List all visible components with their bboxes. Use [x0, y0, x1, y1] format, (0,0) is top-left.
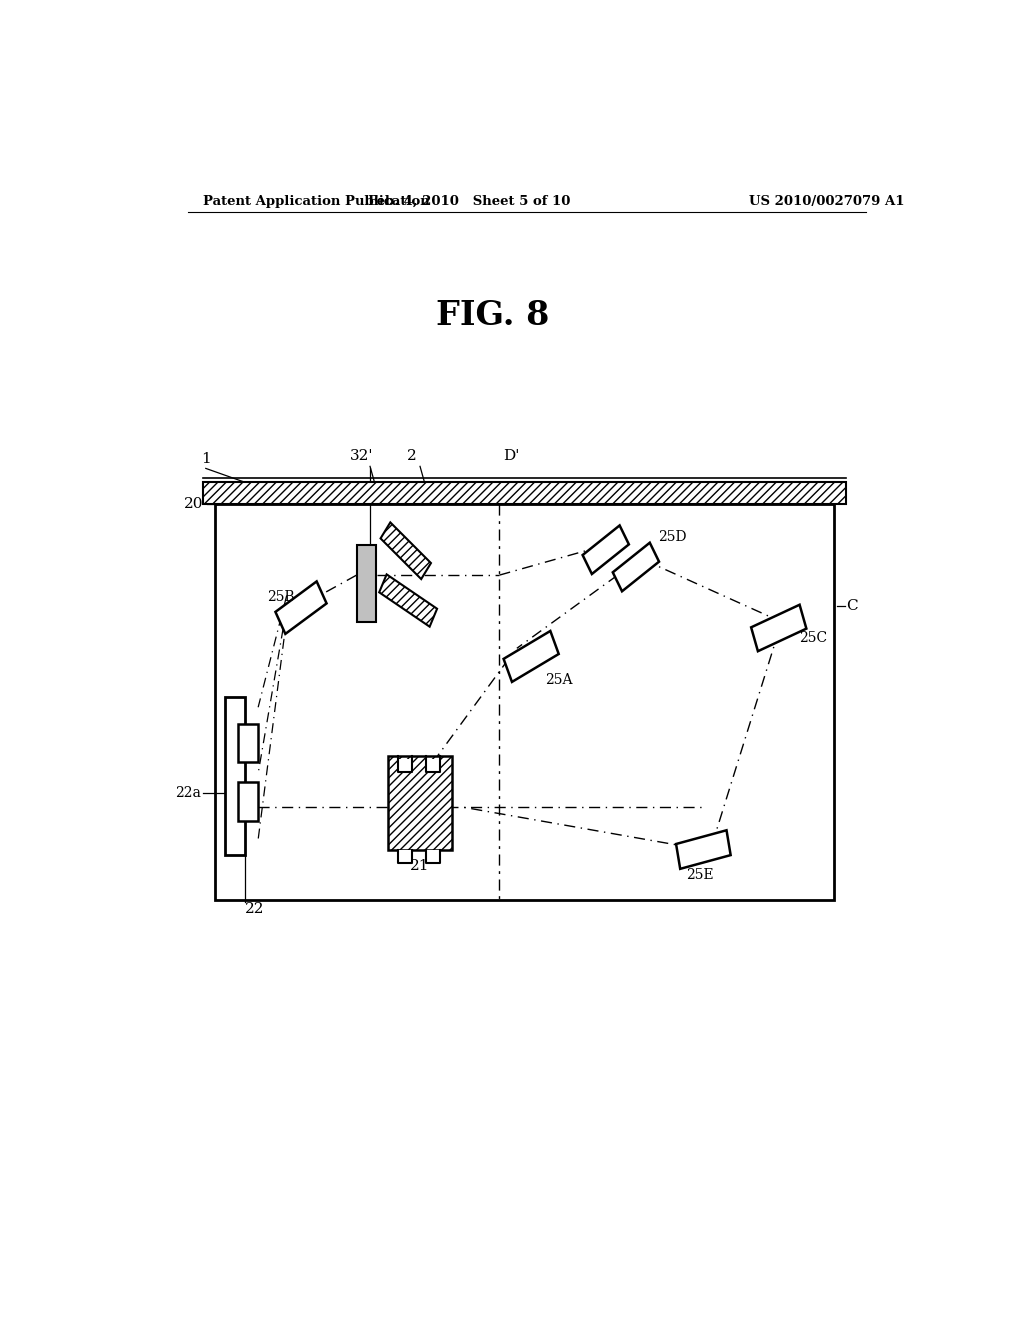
Text: C: C	[846, 598, 858, 612]
Text: 25C: 25C	[799, 631, 826, 645]
Bar	[238, 783, 258, 821]
Polygon shape	[583, 525, 629, 574]
Bar	[426, 759, 440, 772]
Polygon shape	[676, 830, 731, 869]
Bar	[215, 504, 835, 900]
Polygon shape	[275, 581, 327, 634]
Text: 32': 32'	[350, 449, 374, 463]
Text: 25A: 25A	[545, 673, 572, 686]
Text: 20: 20	[184, 496, 204, 511]
Text: FIG. 8: FIG. 8	[436, 300, 550, 333]
Bar	[238, 723, 258, 762]
Text: Feb. 4, 2010   Sheet 5 of 10: Feb. 4, 2010 Sheet 5 of 10	[368, 194, 570, 207]
Text: 25B: 25B	[267, 590, 295, 605]
Polygon shape	[612, 543, 659, 591]
Text: 25E: 25E	[686, 869, 713, 882]
Text: 21: 21	[411, 859, 430, 873]
Polygon shape	[504, 631, 559, 682]
Text: 2: 2	[408, 449, 417, 463]
Text: 22a: 22a	[175, 785, 201, 800]
Text: 22: 22	[245, 902, 265, 916]
Text: D': D'	[504, 449, 520, 463]
Bar	[356, 545, 376, 622]
Text: Patent Application Publication: Patent Application Publication	[204, 194, 430, 207]
Bar	[426, 850, 440, 863]
Text: 1: 1	[201, 453, 211, 466]
Polygon shape	[752, 605, 806, 651]
Text: 25D: 25D	[658, 529, 687, 544]
Bar	[388, 756, 452, 850]
Text: US 2010/0027079 A1: US 2010/0027079 A1	[749, 194, 904, 207]
Polygon shape	[381, 523, 431, 579]
Bar	[397, 759, 412, 772]
Bar	[204, 482, 846, 504]
Bar	[397, 850, 412, 863]
Polygon shape	[379, 574, 437, 627]
Bar	[225, 697, 246, 854]
